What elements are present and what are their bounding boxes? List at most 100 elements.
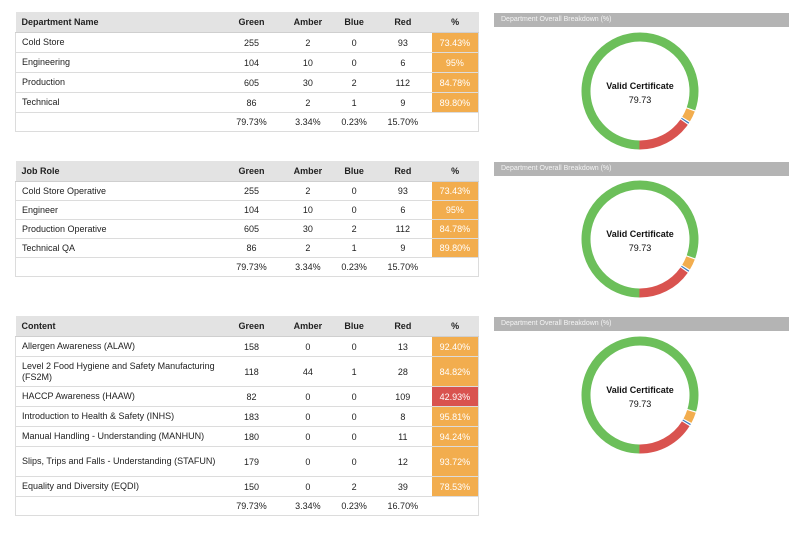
row-name-cell: Production [14, 72, 222, 93]
blue-count-cell: 2 [334, 476, 374, 497]
breakdown-donut-chart: Valid Certificate 79.73 [581, 180, 699, 298]
percent-cell: 95% [431, 200, 479, 220]
green-count-cell: 118 [221, 356, 282, 387]
red-count-cell: 112 [373, 219, 432, 239]
table-row[interactable]: Engineer 104 10 0 6 95% [14, 200, 479, 220]
blue-segment[interactable] [681, 265, 690, 272]
row-name-cell: Equality and Diversity (EQDI) [14, 476, 222, 497]
header-amber[interactable]: Amber [281, 316, 335, 337]
table-row[interactable]: Slips, Trips and Falls - Understanding (… [14, 446, 479, 477]
department-table: Department Name Green Amber Blue Red % C… [14, 12, 479, 132]
header-percent[interactable]: % [431, 316, 479, 337]
green-count-cell: 180 [221, 426, 282, 447]
row-name-cell: Cold Store Operative [14, 181, 222, 201]
green-count-cell: 150 [221, 476, 282, 497]
header-green[interactable]: Green [221, 316, 282, 337]
row-name-cell: Technical [14, 92, 222, 113]
green-segment[interactable] [581, 180, 699, 298]
red-count-cell: 93 [373, 181, 432, 201]
table-row[interactable]: Introduction to Health & Safety (INHS) 18… [14, 406, 479, 427]
percent-cell: 92.40% [431, 336, 479, 357]
blue-count-cell: 0 [334, 200, 374, 220]
header-red[interactable]: Red [373, 161, 432, 182]
table-row[interactable]: Allergen Awareness (ALAW) 158 0 0 13 92.40% [14, 336, 479, 357]
header-green[interactable]: Green [221, 12, 282, 33]
red-count-cell: 9 [373, 238, 432, 258]
blue-count-cell: 2 [334, 219, 374, 239]
totals-spacer [431, 257, 479, 277]
blue-count-cell: 0 [334, 406, 374, 427]
total-red-percent: 15.70% [373, 112, 432, 132]
blue-segment[interactable] [682, 419, 691, 426]
header-red[interactable]: Red [373, 12, 432, 33]
red-count-cell: 93 [373, 32, 432, 53]
percent-cell: 84.78% [431, 219, 479, 239]
row-name-cell: Technical QA [14, 238, 222, 258]
table-row[interactable]: Technical QA 86 2 1 9 89.80% [14, 238, 479, 258]
percent-cell: 84.78% [431, 72, 479, 93]
amber-segment[interactable] [682, 256, 695, 270]
table-row[interactable]: Level 2 Food Hygiene and Safety Manufact… [14, 356, 479, 387]
header-red[interactable]: Red [373, 316, 432, 337]
table-row[interactable]: Manual Handling - Understanding (MANHUN)… [14, 426, 479, 447]
header-percent[interactable]: % [431, 12, 479, 33]
table-row[interactable]: Technical 86 2 1 9 89.80% [14, 92, 479, 113]
total-blue-percent: 0.23% [334, 112, 374, 132]
green-count-cell: 86 [221, 238, 282, 258]
amber-segment[interactable] [682, 108, 695, 122]
header-percent[interactable]: % [431, 161, 479, 182]
row-name-cell: Allergen Awareness (ALAW) [14, 336, 222, 357]
green-count-cell: 86 [221, 92, 282, 113]
header-green[interactable]: Green [221, 161, 282, 182]
red-count-cell: 6 [373, 52, 432, 73]
totals-row: 79.73% 3.34% 0.23% 16.70% [14, 496, 479, 516]
table-row[interactable]: Engineering 104 10 0 6 95% [14, 52, 479, 73]
green-count-cell: 104 [221, 52, 282, 73]
percent-cell: 93.72% [431, 446, 479, 477]
header-job-role[interactable]: Job Role [15, 161, 222, 182]
row-name-cell: Slips, Trips and Falls - Understanding (… [14, 446, 222, 477]
breakdown-donut-chart: Valid Certificate 79.73 [581, 336, 699, 454]
amber-count-cell: 0 [281, 476, 335, 497]
blue-count-cell: 0 [334, 32, 374, 53]
red-segment[interactable] [638, 119, 688, 150]
table-row[interactable]: Cold Store 255 2 0 93 73.43% [14, 32, 479, 53]
amber-count-cell: 2 [281, 92, 335, 113]
header-blue[interactable]: Blue [334, 316, 374, 337]
amber-segment[interactable] [683, 409, 696, 423]
breakdown-donut-chart: Valid Certificate 79.73 [581, 32, 699, 150]
table-row[interactable]: Equality and Diversity (EQDI) 150 0 2 39 78.5… [14, 476, 479, 497]
green-segment[interactable] [581, 32, 699, 150]
amber-count-cell: 0 [281, 386, 335, 407]
amber-count-cell: 10 [281, 200, 335, 220]
percent-cell: 84.82% [431, 356, 479, 387]
red-count-cell: 28 [373, 356, 432, 387]
table-row[interactable]: Cold Store Operative 255 2 0 93 73.43% [14, 181, 479, 201]
header-amber[interactable]: Amber [281, 12, 335, 33]
donut-center-value: 79.73 [629, 399, 652, 409]
red-segment[interactable] [638, 421, 690, 454]
table-row[interactable]: Production 605 30 2 112 84.78% [14, 72, 479, 93]
percent-cell: 42.93% [431, 386, 479, 407]
job-role-table: Job Role Green Amber Blue Red % Cold Sto… [14, 161, 479, 277]
percent-cell: 89.80% [431, 92, 479, 113]
blue-segment[interactable] [681, 117, 690, 124]
table-row[interactable]: Production Operative 605 30 2 112 84.78% [14, 219, 479, 239]
header-blue[interactable]: Blue [334, 12, 374, 33]
red-segment[interactable] [638, 267, 688, 298]
percent-cell: 89.80% [431, 238, 479, 258]
header-department-name[interactable]: Department Name [15, 12, 222, 33]
green-segment[interactable] [581, 336, 699, 454]
header-amber[interactable]: Amber [281, 161, 335, 182]
blue-count-cell: 2 [334, 72, 374, 93]
row-name-cell: Cold Store [14, 32, 222, 53]
green-count-cell: 158 [221, 336, 282, 357]
total-green-percent: 79.73% [221, 496, 282, 516]
totals-spacer [14, 112, 222, 132]
content-table: Content Green Amber Blue Red % Allergen … [14, 316, 479, 516]
table-row[interactable]: HACCP Awareness (HAAW) 82 0 0 109 42.93% [14, 386, 479, 407]
amber-count-cell: 0 [281, 406, 335, 427]
header-blue[interactable]: Blue [334, 161, 374, 182]
totals-row: 79.73% 3.34% 0.23% 15.70% [14, 257, 479, 277]
header-content[interactable]: Content [15, 316, 222, 337]
